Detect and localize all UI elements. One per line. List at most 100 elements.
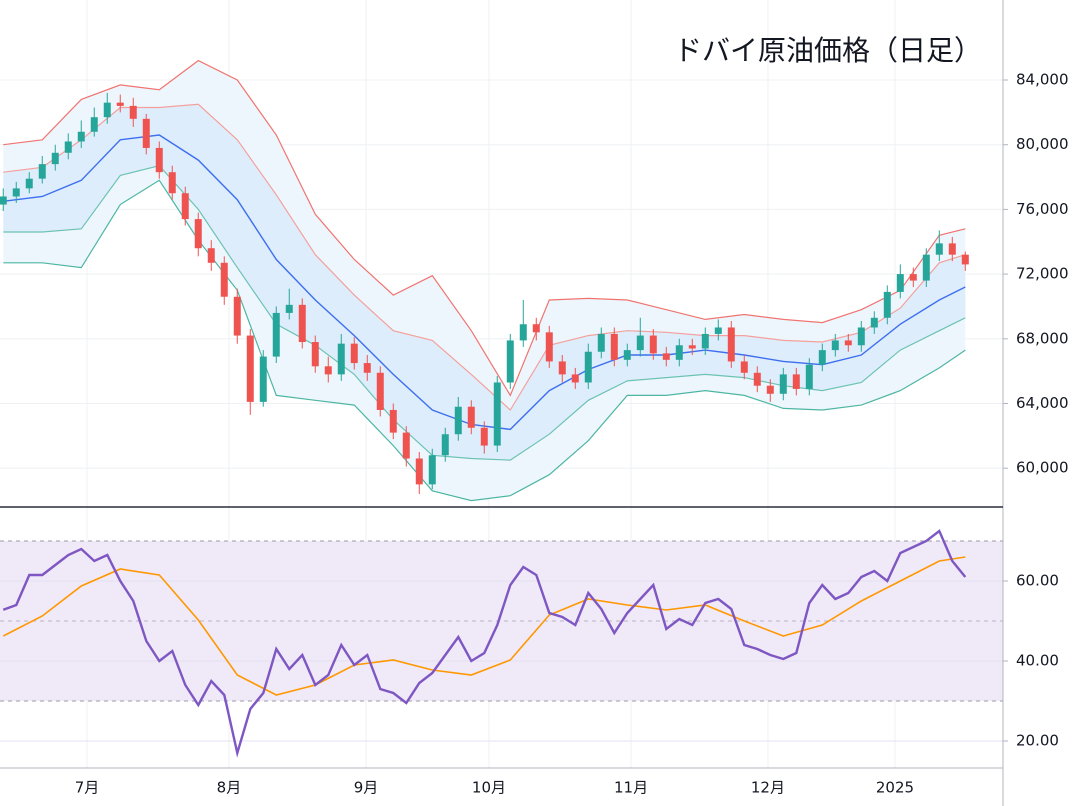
candle-body	[389, 409, 397, 433]
candle-body	[571, 374, 579, 383]
candle-layer	[0, 92, 969, 495]
candle-body	[610, 333, 618, 360]
candle-body	[116, 102, 124, 106]
candle-body	[77, 131, 85, 142]
candle-body	[428, 455, 436, 485]
rsi-tick-label: 40.00	[1016, 652, 1059, 670]
candle-body	[623, 350, 631, 360]
candle-body	[467, 406, 475, 428]
x-tick-label: 9月	[354, 779, 379, 797]
candle-body	[493, 382, 501, 446]
candle-body	[675, 345, 683, 360]
line-layer	[3, 59, 966, 502]
upper-band-line	[3, 59, 966, 397]
candle-body	[38, 164, 46, 179]
candle-body	[0, 196, 7, 205]
candle-body	[961, 254, 969, 265]
candle-body	[298, 304, 306, 343]
candle-body	[129, 105, 137, 119]
candle-body	[636, 335, 644, 351]
chart-title: ドバイ原油価格（日足）	[674, 34, 982, 67]
y-tick-label: 68,000	[1016, 329, 1069, 347]
candle-body	[532, 324, 540, 333]
candle-body	[285, 304, 293, 313]
candle-body	[584, 351, 592, 383]
rsi-tick-label: 20.00	[1016, 732, 1059, 750]
band-fill	[3, 104, 966, 461]
candle-body	[779, 374, 787, 394]
candle-body	[194, 219, 202, 249]
candle-body	[662, 353, 670, 360]
candle-body	[896, 274, 904, 292]
candle-body	[25, 178, 33, 189]
x-tick-label: 11月	[614, 779, 648, 797]
candle-body	[870, 317, 878, 328]
candle-body	[64, 141, 72, 153]
candle-body	[181, 193, 189, 220]
candle-body	[350, 343, 358, 364]
candle-body	[649, 335, 657, 354]
rsi-tick-label: 60.00	[1016, 572, 1059, 590]
candle-body	[363, 363, 371, 373]
candle-body	[857, 327, 865, 346]
candle-body	[688, 345, 696, 349]
candle-body	[155, 147, 163, 173]
candle-body	[909, 274, 917, 281]
rsi-layer	[0, 529, 1003, 758]
candle-body	[142, 118, 150, 148]
candle-body	[792, 374, 800, 389]
candle-body	[519, 324, 527, 341]
upper-band-line	[3, 103, 966, 411]
y-tick-label: 72,000	[1016, 265, 1069, 283]
y-tick-label: 84,000	[1016, 71, 1069, 89]
candle-body	[597, 333, 605, 352]
candle-body	[233, 296, 241, 336]
candle-body	[454, 406, 462, 435]
x-tick-label: 10月	[472, 779, 506, 797]
candle-body	[337, 343, 345, 375]
rsi-line	[2, 529, 967, 758]
candle-body	[207, 248, 215, 263]
candle-body	[753, 372, 761, 386]
candle-body	[415, 458, 423, 485]
candle-body	[818, 350, 826, 365]
fill-layer	[3, 60, 966, 501]
x-tick-label: 12月	[751, 779, 785, 797]
candle-body	[220, 262, 228, 297]
candle-body	[844, 340, 852, 346]
x-tick-label: 8月	[217, 779, 242, 797]
candle-body	[90, 117, 98, 132]
x-tick-label: 2025	[876, 779, 914, 797]
candle-body	[480, 427, 488, 446]
candle-body	[922, 254, 930, 281]
candle-body	[103, 102, 111, 118]
candle-body	[168, 172, 176, 194]
candle-body	[272, 312, 280, 357]
lower-band-line	[3, 165, 966, 461]
candle-body	[883, 291, 891, 318]
candle-body	[545, 332, 553, 362]
candle-body	[558, 361, 566, 375]
candle-body	[701, 333, 709, 349]
y-tick-label: 60,000	[1016, 459, 1069, 477]
y-tick-label: 76,000	[1016, 200, 1069, 218]
candle-body	[441, 434, 449, 456]
candle-body	[12, 188, 20, 197]
y-tick-label: 64,000	[1016, 394, 1069, 412]
rsi-band-fill	[0, 541, 1003, 701]
candle-body	[831, 340, 839, 351]
rsi-ma-line	[2, 556, 966, 696]
candle-body	[246, 335, 254, 402]
candle-body	[259, 356, 267, 402]
candle-body	[376, 372, 384, 410]
candle-body	[805, 364, 813, 389]
candle-body	[311, 342, 319, 367]
candle-body	[506, 340, 514, 383]
candle-body	[935, 243, 943, 255]
y-tick-label: 80,000	[1016, 135, 1069, 153]
candle-body	[402, 432, 410, 459]
candle-body	[766, 385, 774, 394]
candle-body	[714, 327, 722, 334]
